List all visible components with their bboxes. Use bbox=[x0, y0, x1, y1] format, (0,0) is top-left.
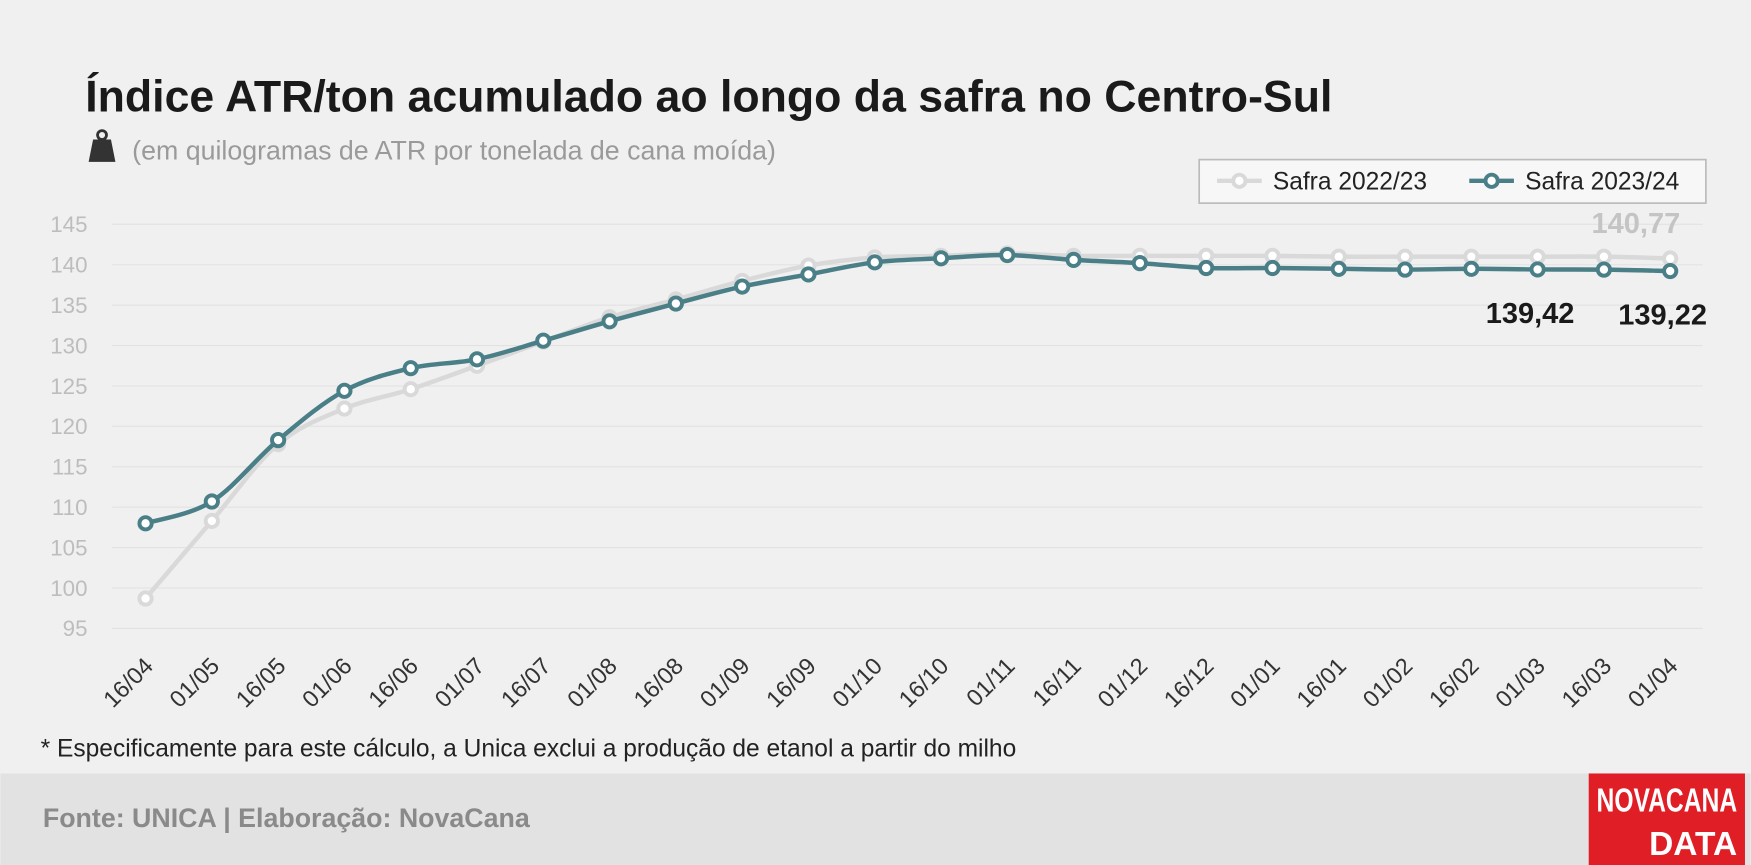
point bbox=[1330, 260, 1347, 277]
point bbox=[402, 360, 419, 377]
weight-icon bbox=[88, 129, 116, 162]
point bbox=[734, 278, 751, 295]
point bbox=[203, 493, 220, 510]
y-tick-label: 125 bbox=[50, 374, 87, 399]
y-tick-label: 100 bbox=[50, 576, 87, 601]
chart-title: Índice ATR/ton acumulado ao longo da saf… bbox=[85, 72, 1332, 122]
y-tick-label: 115 bbox=[52, 455, 88, 480]
point bbox=[137, 515, 154, 532]
legend-label: Safra 2023/24 bbox=[1525, 169, 1679, 196]
source: Fonte: UNICA | Elaboração: NovaCana bbox=[43, 803, 531, 833]
value-label: 140,77 bbox=[1592, 208, 1681, 240]
point bbox=[1264, 259, 1281, 277]
point bbox=[1198, 259, 1215, 277]
point bbox=[999, 246, 1016, 264]
y-tick-label: 130 bbox=[50, 333, 87, 358]
point bbox=[336, 382, 353, 399]
y-tick-label: 110 bbox=[52, 495, 88, 520]
point bbox=[270, 432, 287, 449]
point bbox=[535, 332, 552, 349]
point bbox=[1065, 251, 1082, 268]
y-tick-label: 120 bbox=[50, 414, 87, 439]
point bbox=[866, 254, 883, 271]
chart-subtitle: (em quilogramas de ATR por tonelada de c… bbox=[132, 136, 776, 166]
legend-label: Safra 2022/23 bbox=[1273, 169, 1427, 196]
point bbox=[800, 266, 817, 283]
point bbox=[1595, 261, 1612, 278]
y-tick-label: 105 bbox=[50, 535, 87, 560]
point bbox=[402, 381, 419, 398]
value-label: 139,42 bbox=[1486, 298, 1575, 330]
point bbox=[468, 351, 486, 368]
point bbox=[1396, 248, 1414, 265]
footer-band bbox=[0, 773, 1751, 865]
point bbox=[1396, 261, 1414, 278]
legend-marker bbox=[1483, 172, 1500, 189]
point bbox=[1131, 255, 1148, 272]
point bbox=[1529, 248, 1546, 265]
point bbox=[1595, 248, 1612, 265]
legend-marker bbox=[1231, 172, 1248, 189]
y-tick-label: 95 bbox=[63, 616, 88, 641]
logo-text: NOVACANA bbox=[1597, 782, 1738, 819]
logo-text: DATA bbox=[1649, 826, 1737, 863]
point bbox=[203, 512, 220, 529]
y-tick-label: 140 bbox=[50, 253, 87, 278]
point bbox=[601, 313, 618, 330]
logo-box bbox=[1588, 773, 1745, 865]
point bbox=[1662, 262, 1679, 280]
legend-box bbox=[1198, 158, 1707, 204]
footnote: * Especificamente para este cálculo, a U… bbox=[41, 736, 1017, 763]
y-tick-label: 135 bbox=[50, 293, 87, 318]
point bbox=[137, 590, 154, 607]
value-label: 139,22 bbox=[1618, 300, 1707, 332]
point bbox=[667, 295, 684, 312]
point bbox=[1662, 250, 1679, 267]
y-tick-label: 145 bbox=[50, 212, 87, 237]
point bbox=[1529, 261, 1546, 278]
point bbox=[1463, 260, 1480, 277]
point bbox=[932, 250, 950, 267]
point bbox=[336, 400, 353, 417]
